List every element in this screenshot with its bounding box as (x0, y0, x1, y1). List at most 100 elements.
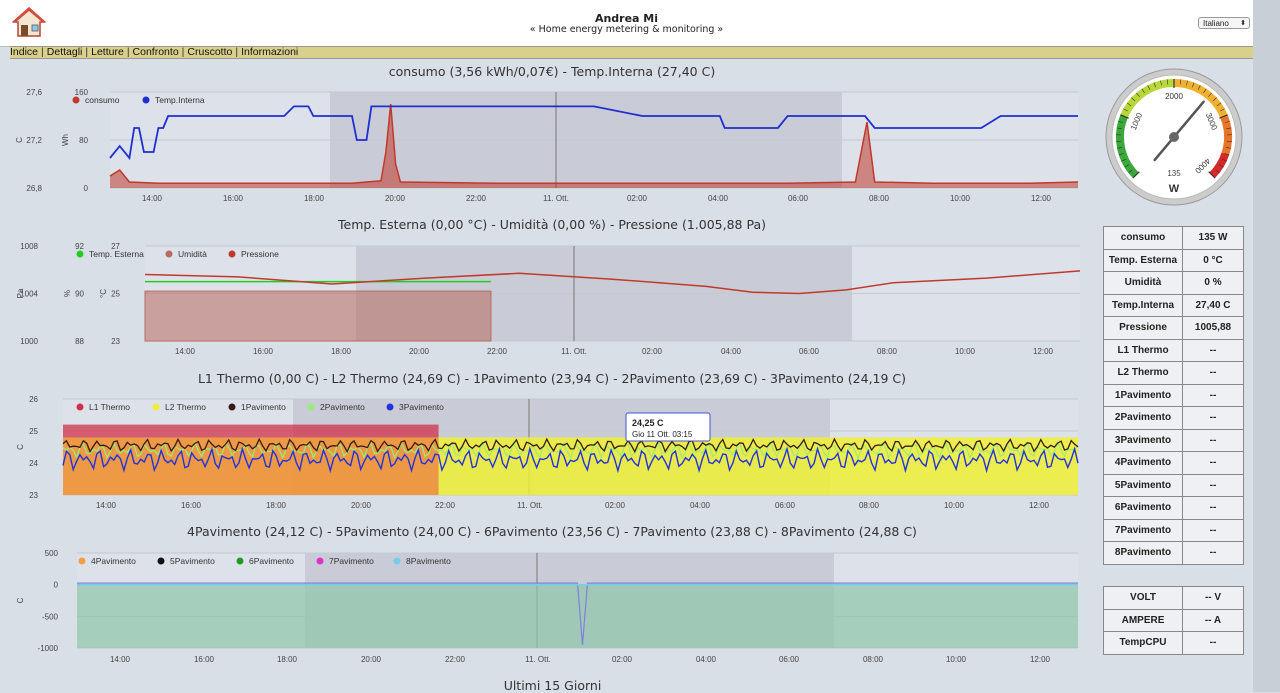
series-umidita-area (145, 291, 491, 341)
legend-item[interactable]: Temp. Esterna (77, 249, 145, 259)
reading-row: 3Pavimento-- (1104, 429, 1244, 452)
legend-label: 4Pavimento (91, 556, 136, 566)
x-tick-label: 16:00 (181, 501, 202, 510)
y-tick-label: 88 (75, 337, 84, 346)
power-value: -- (1183, 632, 1244, 655)
chart-panel-2: Temp. Esterna (0,00 °C) - Umidità (0,00 … (16, 217, 1080, 356)
reading-value: -- (1183, 452, 1244, 475)
power-value: -- V (1183, 587, 1244, 610)
reading-value: -- (1183, 429, 1244, 452)
reading-label: Pressione (1104, 317, 1183, 340)
x-tick-label: 02:00 (642, 347, 663, 356)
legend-marker (394, 558, 401, 565)
x-tick-label: 12:00 (1029, 501, 1050, 510)
y-axis-label: Pa (16, 288, 25, 298)
reading-value: 1005,88 (1183, 317, 1244, 340)
x-tick-label: 08:00 (859, 501, 880, 510)
x-tick-label: 06:00 (779, 655, 800, 664)
x-tick-label: 18:00 (277, 655, 298, 664)
x-tick-label: 16:00 (253, 347, 274, 356)
y-tick-label: 23 (111, 337, 120, 346)
reading-label: 5Pavimento (1104, 474, 1183, 497)
x-tick-label: 20:00 (385, 194, 406, 203)
legend-marker (77, 251, 84, 258)
reading-value: -- (1183, 519, 1244, 542)
reading-value: -- (1183, 497, 1244, 520)
power-row: TempCPU-- (1104, 632, 1244, 655)
x-tick-label: 18:00 (331, 347, 352, 356)
select-arrows-icon: ⬍ (1240, 18, 1246, 30)
x-tick-label: 08:00 (869, 194, 890, 203)
power-row: VOLT-- V (1104, 587, 1244, 610)
legend-label: Temp. Esterna (89, 249, 144, 259)
x-tick-label: 16:00 (194, 655, 215, 664)
power-label: TempCPU (1104, 632, 1183, 655)
reading-row: 1Pavimento-- (1104, 384, 1244, 407)
x-tick-label: 18:00 (304, 194, 325, 203)
legend-marker (158, 558, 165, 565)
x-tick-label: 12:00 (1031, 194, 1052, 203)
series-floor-area (77, 585, 1078, 648)
y-tick-label: 0 (54, 581, 59, 590)
x-tick-label: 22:00 (435, 501, 456, 510)
scrollbar-track[interactable] (1253, 0, 1280, 692)
x-tick-label: 12:00 (1033, 347, 1054, 356)
reading-value: 0 % (1183, 272, 1244, 295)
y-axis-label: Wh (61, 134, 70, 146)
x-tick-label: 22:00 (487, 347, 508, 356)
legend-marker (229, 404, 236, 411)
reading-row: 2Pavimento-- (1104, 407, 1244, 430)
reading-row: L2 Thermo-- (1104, 362, 1244, 385)
x-tick-label: 22:00 (445, 655, 466, 664)
x-tick-label: 11. Ott. (543, 194, 569, 203)
x-tick-label: 14:00 (110, 655, 131, 664)
y-tick-label: 23 (29, 491, 38, 500)
language-select[interactable]: Italiano ⬍ (1198, 17, 1250, 29)
x-tick-label: 14:00 (175, 347, 196, 356)
reading-row: 8Pavimento-- (1104, 542, 1244, 565)
y-tick-label: 1000 (20, 337, 38, 346)
reading-label: 6Pavimento (1104, 497, 1183, 520)
chart-title: 4Pavimento (24,12 C) - 5Pavimento (24,00… (187, 524, 917, 539)
x-tick-label: 06:00 (799, 347, 820, 356)
y-axis-label: C (15, 137, 24, 143)
reading-value: 0 °C (1183, 249, 1244, 272)
x-tick-label: 10:00 (944, 501, 965, 510)
x-tick-label: 22:00 (466, 194, 487, 203)
tooltip-time: Gio 11 Ott. 03:15 (632, 430, 693, 439)
gauge-unit-label: W (1169, 183, 1180, 195)
legend-label: Pressione (241, 249, 279, 259)
x-tick-label: 14:00 (142, 194, 163, 203)
legend-label: consumo (85, 95, 120, 105)
reading-value: -- (1183, 362, 1244, 385)
power-value: -- A (1183, 609, 1244, 632)
x-tick-label: 04:00 (708, 194, 729, 203)
legend-label: Temp.Interna (155, 95, 205, 105)
reading-value: -- (1183, 384, 1244, 407)
x-tick-label: 20:00 (351, 501, 372, 510)
reading-row: 5Pavimento-- (1104, 474, 1244, 497)
legend-label: 7Pavimento (329, 556, 374, 566)
power-label: VOLT (1104, 587, 1183, 610)
chart-panel-1: consumo (3,56 kWh/0,07€) - Temp.Interna … (15, 64, 1078, 203)
reading-label: 8Pavimento (1104, 542, 1183, 565)
power-row: AMPERE-- A (1104, 609, 1244, 632)
legend-label: Umidità (178, 249, 207, 259)
x-tick-label: 04:00 (696, 655, 717, 664)
reading-value: -- (1183, 474, 1244, 497)
y-tick-label: 25 (29, 427, 38, 436)
y-axis-label: °C (99, 289, 108, 298)
chart-title: consumo (3,56 kWh/0,07€) - Temp.Interna … (389, 64, 715, 79)
charts-area: consumo (3,56 kWh/0,07€) - Temp.Interna … (0, 0, 1100, 692)
x-tick-label: 11. Ott. (525, 655, 551, 664)
y-axis-label: C (16, 597, 25, 603)
power-label: AMPERE (1104, 609, 1183, 632)
legend-label: 3Pavimento (399, 402, 444, 412)
legend-marker (143, 97, 150, 104)
x-tick-label: 12:00 (1030, 655, 1051, 664)
